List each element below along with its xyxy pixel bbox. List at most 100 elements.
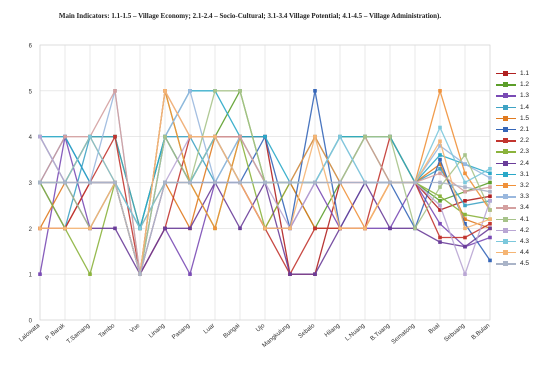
data-point (413, 226, 417, 231)
chart-title: Main Indicators: 1.1-1.5 – Village Econo… (58, 12, 442, 20)
legend-swatch (496, 170, 516, 178)
legend-label: 1.4 (520, 103, 530, 111)
legend-swatch-marker (503, 127, 508, 133)
legend-item: 1.3 (496, 90, 546, 101)
legend-label: 3.1 (520, 170, 530, 178)
legend-label: 2.4 (520, 159, 530, 167)
legend-swatch (496, 92, 516, 100)
data-point (288, 180, 292, 185)
data-point (88, 226, 92, 231)
data-point (463, 153, 467, 157)
data-point (363, 226, 367, 231)
legend-item: 2.1 (496, 124, 546, 135)
legend-swatch (496, 181, 516, 189)
data-point (388, 180, 392, 185)
series-4.5 (38, 180, 492, 277)
legend-swatch-marker (503, 216, 508, 222)
data-point (113, 89, 117, 93)
legend-swatch-marker (503, 104, 508, 110)
legend-swatch (496, 226, 516, 234)
data-point (238, 180, 242, 185)
data-point (438, 180, 442, 185)
data-point (163, 180, 167, 185)
legend-swatch (496, 249, 516, 257)
legend-label: 4.2 (520, 226, 530, 234)
legend-swatch-marker (503, 182, 508, 188)
data-point (388, 226, 392, 231)
legend-label: 4.4 (520, 249, 530, 257)
legend-swatch-marker (503, 149, 508, 155)
data-point (338, 180, 342, 185)
x-tick-label: L.Nuang (344, 322, 367, 343)
data-point (488, 194, 492, 199)
data-point (213, 89, 217, 93)
legend-swatch-marker (503, 115, 508, 121)
data-point (188, 180, 192, 185)
y-tick-label: 4 (29, 135, 33, 141)
legend-item: 1.4 (496, 102, 546, 113)
x-tick-label: Bungai (222, 322, 241, 340)
y-tick-label: 6 (29, 44, 33, 50)
data-point (338, 134, 342, 139)
legend-label: 1.5 (520, 114, 530, 122)
legend-swatch-marker (503, 194, 508, 200)
data-point (238, 89, 242, 93)
data-point (463, 212, 467, 217)
data-point (38, 272, 42, 276)
data-point (313, 272, 317, 276)
data-point (438, 194, 442, 199)
legend-label: 4.5 (520, 260, 530, 268)
data-point (463, 221, 467, 226)
data-point (438, 89, 442, 93)
data-point (338, 226, 342, 231)
legend-swatch-marker (503, 250, 508, 256)
x-tick-label: Pasang (171, 322, 192, 341)
data-point (488, 217, 492, 221)
data-point (263, 180, 267, 185)
data-point (288, 226, 292, 231)
legend-label: 1.1 (520, 70, 530, 78)
data-point (488, 226, 492, 231)
legend-item: 2.4 (496, 158, 546, 169)
data-point (113, 226, 117, 231)
data-point (488, 176, 492, 180)
data-point (463, 180, 467, 185)
x-tick-label: B.Tuang (369, 322, 392, 343)
data-point (463, 185, 467, 189)
data-point (313, 134, 317, 139)
legend-item: 3.4 (496, 202, 546, 213)
legend-item: 4.5 (496, 258, 546, 269)
data-point (88, 180, 92, 185)
data-point (438, 171, 442, 176)
y-tick-label: 0 (29, 319, 33, 325)
data-point (138, 226, 142, 231)
data-point (463, 235, 467, 240)
legend-swatch-marker (503, 160, 508, 166)
data-point (438, 157, 442, 162)
x-tick-label: Sebuang (443, 322, 467, 344)
legend-label: 2.1 (520, 126, 530, 134)
x-tick-label: Lalowata (18, 322, 42, 344)
legend-label: 2.3 (520, 148, 530, 156)
data-point (438, 208, 442, 212)
y-tick-label: 1 (29, 273, 33, 279)
data-point (438, 240, 442, 244)
data-point (488, 258, 492, 263)
data-point (463, 217, 467, 221)
data-point (488, 180, 492, 185)
data-point (463, 272, 467, 276)
data-point (488, 199, 492, 203)
data-point (438, 185, 442, 189)
legend-item: 1.5 (496, 113, 546, 124)
legend-item: 2.2 (496, 135, 546, 146)
legend-label: 3.4 (520, 204, 530, 212)
legend-label: 4.1 (520, 215, 530, 223)
data-point (263, 226, 267, 231)
data-point (188, 226, 192, 231)
data-point (438, 166, 442, 171)
data-point (88, 134, 92, 139)
data-point (163, 134, 167, 139)
legend-swatch (496, 126, 516, 134)
